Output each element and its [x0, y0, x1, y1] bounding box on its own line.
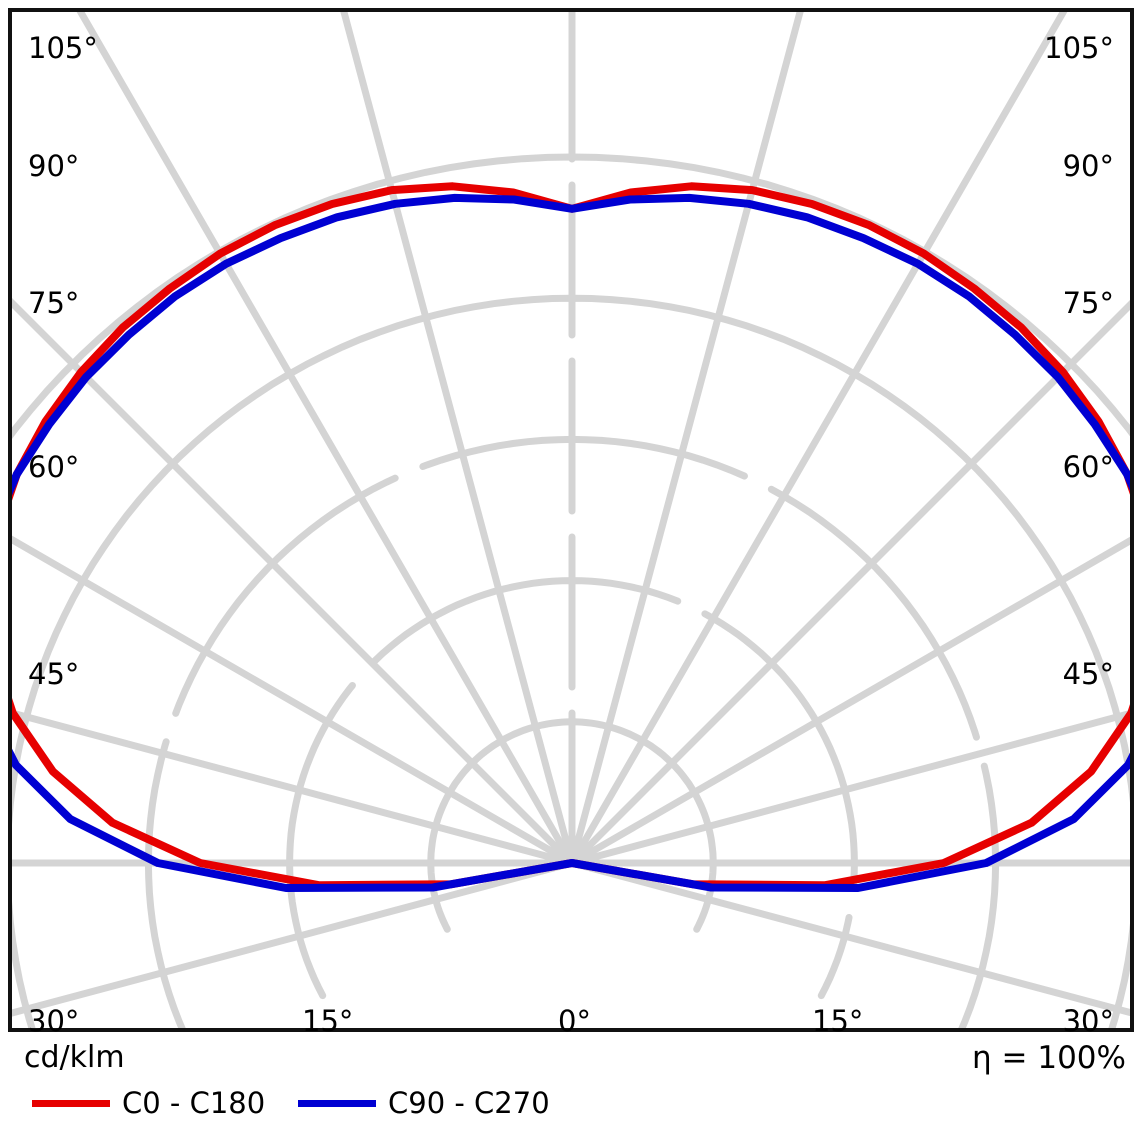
axis-label-left-90: 90°: [28, 149, 80, 183]
plot-frame: 105° 90° 75° 60° 45° 30° 105° 90° 75° 60…: [8, 8, 1134, 1036]
axis-label-left-105: 105°: [28, 31, 98, 65]
efficiency-label: η = 100%: [972, 1040, 1126, 1076]
intensity-unit-label: cd/klm: [24, 1040, 125, 1075]
axis-label-right-60: 60°: [1062, 450, 1114, 484]
axis-label-right-105: 105°: [1044, 31, 1114, 65]
axis-label-right-45: 45°: [1062, 657, 1114, 691]
legend-swatch-c0-c180: [32, 1099, 110, 1107]
axis-label-left-45: 45°: [28, 657, 80, 691]
axis-label-bottom-15-right: 15°: [812, 1004, 864, 1038]
axis-label-right-30: 30°: [1062, 1004, 1114, 1038]
legend-item-c90-c270[interactable]: C90 - C270: [298, 1086, 550, 1120]
curve-c90-c270: [12, 193, 1130, 892]
polar-grid: [12, 12, 1130, 1028]
legend: cd/klm η = 100% C0 - C180 C90 - C270: [8, 1036, 1134, 1128]
intensity-curves: [12, 182, 1130, 892]
axis-label-left-30: 30°: [28, 1004, 80, 1038]
axis-label-left-60: 60°: [28, 450, 80, 484]
axis-label-right-75: 75°: [1062, 286, 1114, 320]
legend-swatch-c90-c270: [298, 1099, 376, 1107]
axis-label-right-90: 90°: [1062, 149, 1114, 183]
polar-grid-and-curves: [12, 12, 1130, 1028]
legend-item-c0-c180[interactable]: C0 - C180: [32, 1086, 265, 1120]
legend-label-c0-c180: C0 - C180: [122, 1086, 266, 1120]
axis-label-bottom-15-left: 15°: [302, 1004, 354, 1038]
axis-label-bottom-0: 0°: [558, 1004, 591, 1038]
axis-label-left-75: 75°: [28, 286, 80, 320]
legend-label-c90-c270: C90 - C270: [388, 1086, 550, 1120]
